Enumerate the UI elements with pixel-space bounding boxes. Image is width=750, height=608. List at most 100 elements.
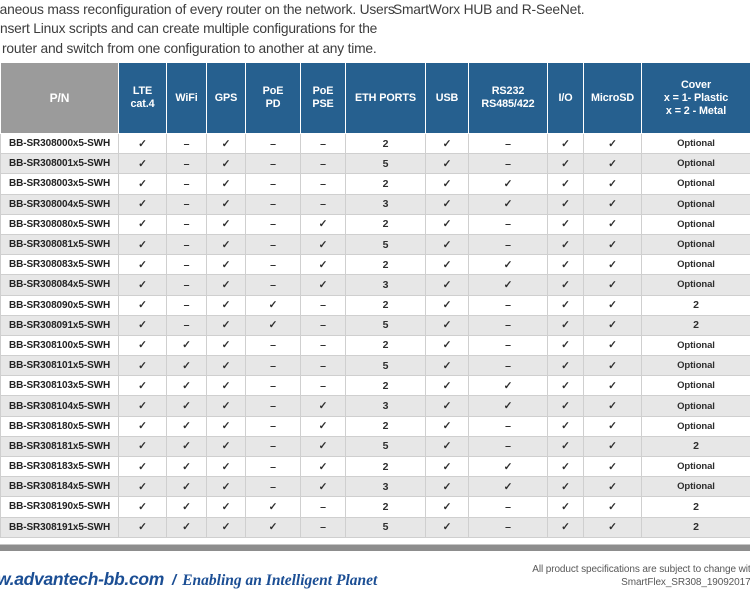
cell-usb: ✓	[425, 476, 469, 498]
cell-microsd: ✓	[583, 476, 642, 498]
table-body: BB-SR308000x5-SWH ✓ – ✓ – –2 ✓ – ✓ ✓ Optional BB-SR…	[0, 132, 750, 538]
cell-eth-ports: 2	[345, 132, 426, 155]
cell-microsd: ✓	[583, 435, 642, 458]
cell-cover: 2	[641, 294, 750, 316]
cell-pn: BB-SR308003x5-SWH	[0, 173, 119, 195]
cell-poe-pse: –	[300, 516, 346, 538]
cell-poe-pse: –	[300, 314, 346, 336]
cell-microsd: ✓	[583, 254, 642, 276]
cell-poe-pd: –	[245, 173, 301, 195]
table-row: BB-SR308181x5-SWH ✓ ✓ ✓ – ✓ 5 ✓ – ✓ ✓ 2	[0, 435, 750, 458]
table-row: BB-SR308081x5-SWH ✓ – ✓ – ✓ 5 ✓ – ✓ ✓ Optional	[0, 233, 750, 256]
cell-poe-pd: –	[245, 355, 301, 377]
cell-io: ✓	[547, 435, 584, 458]
cell-microsd: ✓	[583, 193, 642, 215]
cell-pn: BB-SR308101x5-SWH	[0, 355, 119, 377]
cell-cover: 2	[641, 314, 750, 336]
intro-line: nsert Linux scripts and can create multi…	[0, 21, 378, 37]
cell-poe-pd: –	[245, 132, 301, 155]
table-row: BB-SR308184x5-SWH ✓ ✓ ✓ – ✓ 3 ✓ ✓ ✓ ✓ Optional	[0, 476, 750, 498]
cell-cover: Optional	[641, 395, 750, 417]
cell-microsd: ✓	[583, 375, 642, 397]
cell-usb: ✓	[425, 193, 469, 215]
cell-gps: ✓	[206, 355, 246, 377]
cell-usb: ✓	[425, 314, 469, 336]
cell-rs232-rs485-422: –	[468, 294, 548, 316]
cell-rs232-rs485-422: ✓	[468, 395, 548, 417]
cell-eth-ports: 3	[345, 193, 426, 215]
cell-lte-cat4: ✓	[118, 254, 167, 276]
column-header-rs232-rs485-422: RS232 RS485/422	[468, 62, 548, 134]
column-header-poe-pse: PoE PSE	[300, 62, 346, 134]
cell-gps: ✓	[206, 274, 246, 296]
column-header-poe-pd: PoE PD	[245, 62, 301, 134]
cell-wifi: ✓	[166, 395, 207, 417]
cell-cover: 2	[641, 496, 750, 518]
cell-usb: ✓	[425, 132, 469, 155]
column-header-lte-cat4: LTE cat.4	[118, 62, 167, 134]
column-header-usb: USB	[425, 62, 469, 134]
footer-tagline: Enabling an Intelligent Planet	[182, 572, 378, 589]
column-header-eth-ports: ETH PORTS	[345, 62, 426, 134]
cell-usb: ✓	[425, 254, 469, 276]
cell-gps: ✓	[206, 294, 246, 316]
table-row: BB-SR308083x5-SWH ✓ – ✓ – ✓ 2 ✓ ✓ ✓ ✓ Optional	[0, 254, 750, 276]
cell-poe-pse: ✓	[300, 395, 346, 417]
cell-lte-cat4: ✓	[118, 455, 167, 478]
cell-poe-pd: ✓	[245, 294, 301, 316]
cell-usb: ✓	[425, 395, 469, 417]
cell-rs232-rs485-422: –	[468, 415, 548, 437]
cell-eth-ports: 5	[345, 314, 426, 336]
footer-website: w.advantech-bb.com	[0, 569, 165, 589]
table-row: BB-SR308190x5-SWH ✓ ✓ ✓ ✓ –2 ✓ – ✓ ✓ 2	[0, 496, 750, 518]
cell-eth-ports: 5	[345, 435, 426, 458]
cell-pn: BB-SR308104x5-SWH	[0, 395, 119, 417]
cell-rs232-rs485-422: ✓	[468, 455, 548, 478]
cell-pn: BB-SR308081x5-SWH	[0, 233, 119, 256]
table-row: BB-SR308084x5-SWH ✓ – ✓ – ✓ 3 ✓ ✓ ✓ ✓ Optional	[0, 274, 750, 296]
cell-io: ✓	[547, 132, 584, 155]
table-row: BB-SR308004x5-SWH ✓ – ✓ – –3 ✓ ✓ ✓ ✓ Optional	[0, 193, 750, 215]
cell-cover: Optional	[641, 375, 750, 397]
cell-wifi: –	[166, 213, 207, 235]
cell-pn: BB-SR308091x5-SWH	[0, 314, 119, 336]
table-row: BB-SR308090x5-SWH ✓ – ✓ ✓ –2 ✓ – ✓ ✓ 2	[0, 294, 750, 316]
cell-eth-ports: 2	[345, 496, 426, 518]
cell-microsd: ✓	[583, 132, 642, 155]
cell-eth-ports: 5	[345, 516, 426, 538]
cell-pn: BB-SR308184x5-SWH	[0, 476, 119, 498]
cell-eth-ports: 2	[345, 294, 426, 316]
cell-gps: ✓	[206, 476, 246, 498]
table-row: BB-SR308000x5-SWH ✓ – ✓ – –2 ✓ – ✓ ✓ Optional	[0, 132, 750, 155]
cell-lte-cat4: ✓	[118, 314, 167, 336]
cell-io: ✓	[547, 233, 584, 256]
cell-poe-pd: –	[245, 375, 301, 397]
cell-poe-pse: –	[300, 496, 346, 518]
cell-eth-ports: 2	[345, 213, 426, 235]
cell-poe-pse: ✓	[300, 476, 346, 498]
footer-note: All product specifications are subject t…	[532, 564, 750, 589]
cell-eth-ports: 3	[345, 274, 426, 296]
cell-gps: ✓	[206, 334, 246, 357]
cell-wifi: –	[166, 294, 207, 316]
cell-poe-pd: –	[245, 455, 301, 478]
cell-wifi: –	[166, 193, 207, 215]
cell-wifi: –	[166, 173, 207, 195]
cell-rs232-rs485-422: ✓	[468, 476, 548, 498]
cell-pn: BB-SR308103x5-SWH	[0, 375, 119, 397]
cell-microsd: ✓	[583, 395, 642, 417]
cell-cover: Optional	[641, 415, 750, 437]
cell-cover: 2	[641, 435, 750, 458]
cell-lte-cat4: ✓	[118, 213, 167, 235]
cell-rs232-rs485-422: –	[468, 334, 548, 357]
cell-cover: Optional	[641, 233, 750, 256]
cell-poe-pse: ✓	[300, 254, 346, 276]
cell-pn: BB-SR308191x5-SWH	[0, 516, 119, 538]
cell-cover: Optional	[641, 355, 750, 377]
cell-rs232-rs485-422: ✓	[468, 254, 548, 276]
cell-usb: ✓	[425, 516, 469, 538]
cell-eth-ports: 2	[345, 375, 426, 397]
cell-lte-cat4: ✓	[118, 355, 167, 377]
cell-usb: ✓	[425, 233, 469, 256]
footer-slash: /	[172, 572, 177, 589]
